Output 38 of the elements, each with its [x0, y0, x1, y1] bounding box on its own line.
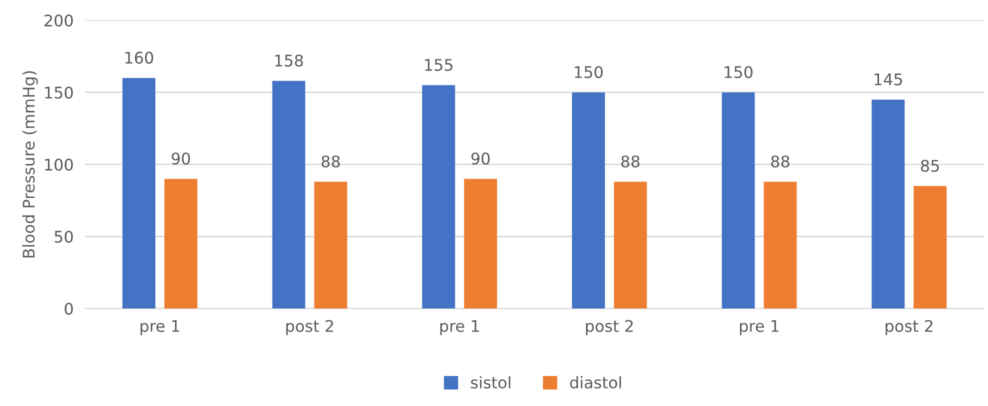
y-tick-label: 100: [45, 158, 73, 171]
data-label: 155: [425, 59, 452, 71]
bar: [914, 186, 947, 309]
data-label: 160: [125, 52, 154, 64]
data-label: 85: [921, 160, 939, 172]
data-label: 150: [574, 66, 603, 78]
legend-label: sistol: [471, 376, 510, 389]
bar: [872, 100, 905, 309]
data-label: 90: [172, 152, 190, 165]
x-tick-label: post 2: [886, 320, 932, 336]
bar: [122, 78, 156, 309]
y-tick-label: 200: [44, 14, 73, 27]
bar: [764, 182, 797, 309]
bar: [422, 85, 456, 309]
x-tick-label: pre 1: [440, 320, 479, 336]
x-tick-label: pre 1: [740, 320, 779, 336]
x-tick-label: pre 1: [140, 320, 180, 336]
bar: [464, 178, 498, 309]
x-tick-label: post 2: [586, 320, 633, 336]
bar: [272, 80, 306, 309]
bar: [572, 92, 605, 309]
x-tick-label: post 2: [286, 320, 334, 336]
bar: [164, 178, 198, 309]
data-label: 150: [724, 66, 752, 78]
data-label: 88: [322, 155, 340, 168]
data-label: 145: [874, 73, 902, 86]
bar: [614, 182, 647, 309]
y-tick-label: 0: [64, 302, 73, 315]
data-label: 158: [275, 54, 303, 67]
data-label: 88: [621, 155, 640, 168]
y-axis-title: Blood Pressure (mmHg): [22, 71, 38, 258]
y-tick-label: 150: [45, 86, 73, 99]
legend-label: diastol: [570, 376, 621, 389]
data-label: 88: [771, 155, 790, 168]
bar: [722, 92, 755, 309]
bar: [314, 182, 348, 309]
y-tick-label: 50: [54, 230, 73, 243]
data-label: 90: [471, 152, 490, 165]
